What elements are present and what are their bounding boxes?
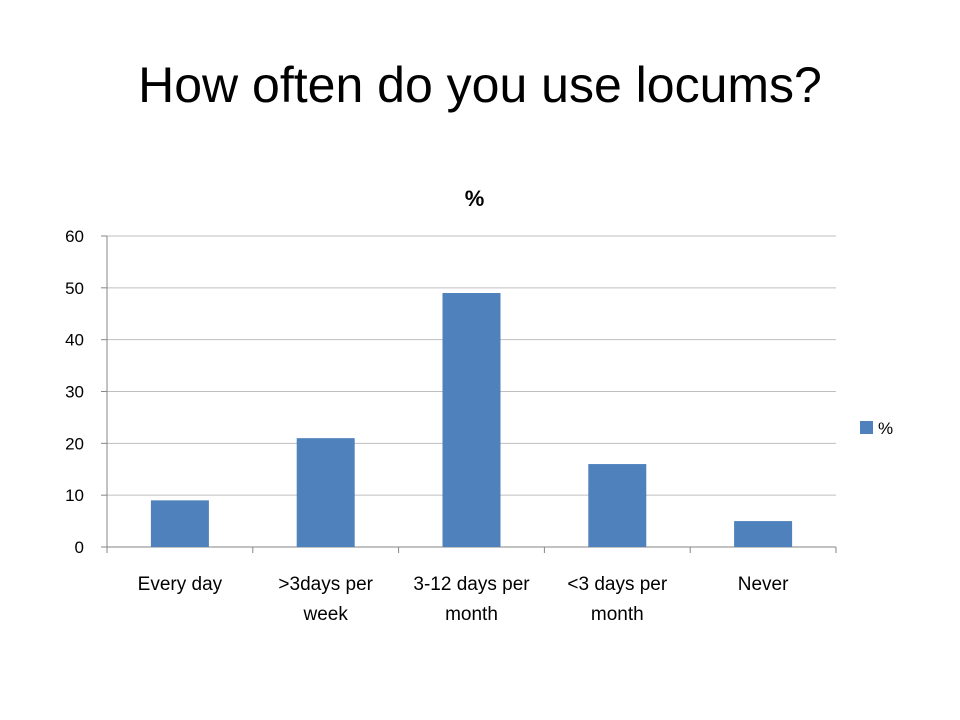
x-category-label: 3-12 days per month xyxy=(413,574,530,625)
bar-5 xyxy=(734,521,793,547)
x-category-label: Never xyxy=(738,574,789,595)
y-tick-label: 10 xyxy=(65,486,84,505)
x-category-label: >3days per week xyxy=(278,574,373,625)
slide-title: How often do you use locums? xyxy=(138,57,822,113)
x-category-label: <3 days per month xyxy=(567,574,667,625)
y-tick-label: 50 xyxy=(65,279,84,298)
y-tick-label: 20 xyxy=(65,434,84,453)
bar-2 xyxy=(296,438,355,547)
y-tick-label: 0 xyxy=(75,538,84,557)
x-category-label: Every day xyxy=(138,574,223,595)
legend-swatch xyxy=(860,421,873,434)
legend-label: % xyxy=(878,419,893,438)
bar-3 xyxy=(442,293,501,547)
y-tick-label: 40 xyxy=(65,331,84,350)
bar-4 xyxy=(588,464,647,547)
y-tick-label: 30 xyxy=(65,383,84,402)
chart-title: % xyxy=(465,186,485,211)
bar-1 xyxy=(150,500,209,547)
y-tick-label: 60 xyxy=(65,227,84,246)
